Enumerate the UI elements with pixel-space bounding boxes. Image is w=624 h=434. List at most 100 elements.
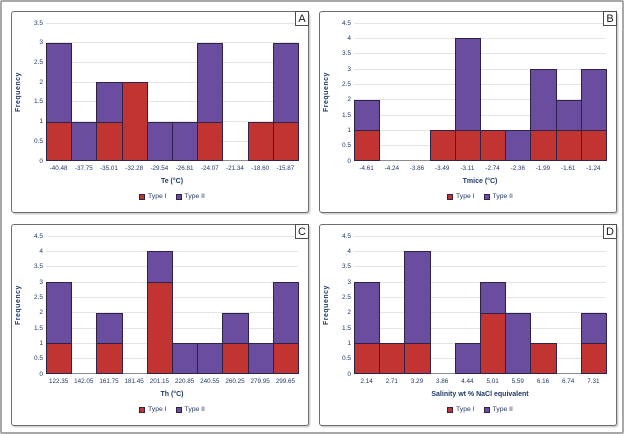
bar-type1 — [454, 130, 481, 161]
legend-item: Type I — [139, 193, 167, 200]
legend-marker-icon — [139, 406, 146, 413]
x-tick-label: 6.16 — [536, 378, 550, 385]
legend-item: Type II — [175, 406, 205, 413]
bar-type2 — [272, 282, 299, 345]
y-tick-label: 4 — [39, 247, 43, 255]
bar-type1 — [354, 130, 381, 161]
legend-label: Type II — [184, 406, 205, 413]
chart-panel-b: B Frequency 0 0.5 1 1.5 2 2.5 3 3.5 4 4.5 -4.61 -4.24… — [319, 11, 617, 213]
x-tick-label: -29.54 — [150, 165, 169, 172]
chart-panel-d: D Frequency 0 0.5 1 1.5 2 2.5 3 3.5 4 4.5 2.14 2.71 3.… — [319, 224, 617, 426]
y-tick-label: 4 — [347, 34, 351, 42]
x-tick-label: -3.86 — [409, 165, 425, 172]
y-tick-label: 2.5 — [341, 80, 351, 88]
plot-area — [46, 235, 299, 374]
y-tick-label: 1 — [39, 339, 43, 347]
x-tick-label: 122.35 — [48, 378, 69, 385]
y-tick-label: 3 — [347, 65, 351, 73]
bar-type1 — [272, 343, 299, 374]
panel-letter-label: C — [295, 224, 309, 239]
bar-type1 — [121, 82, 148, 161]
legend-label: Type II — [184, 193, 205, 200]
bar-type2 — [580, 312, 607, 345]
x-tick-label: 5.59 — [511, 378, 524, 385]
legend-label: Type I — [148, 193, 167, 200]
legend-marker-icon — [447, 193, 454, 200]
legend-marker-icon — [139, 193, 146, 200]
x-tick-label: -32.28 — [125, 165, 144, 172]
bar-type1 — [530, 343, 557, 374]
x-tick-label: 5.01 — [486, 378, 499, 385]
x-tick-label: -40.48 — [49, 165, 68, 172]
x-axis-title: Tmice (°C) — [462, 178, 498, 185]
x-tick-label: 220.85 — [174, 378, 195, 385]
bar-type1 — [96, 121, 123, 161]
legend: Type I Type II — [46, 406, 298, 413]
y-tick-label: 2.5 — [341, 293, 351, 301]
x-tick-label: 299.65 — [275, 378, 296, 385]
y-tick-label: 2 — [39, 78, 43, 86]
y-tick-label: 4 — [347, 247, 351, 255]
legend-item: Type I — [447, 406, 475, 413]
y-tick-label: 1 — [39, 118, 43, 126]
x-axis-title: Salinity wt % NaCl equivalent — [431, 391, 529, 398]
x-tick-label: -3.49 — [435, 165, 450, 172]
legend: Type I Type II — [354, 406, 606, 413]
bar-type1 — [96, 343, 123, 374]
x-tick-label: -1.99 — [535, 165, 551, 172]
y-tick-label: 2.5 — [33, 58, 43, 66]
bar-type1 — [247, 121, 274, 161]
y-gridline — [354, 250, 606, 252]
y-tick-label: 2 — [347, 309, 351, 317]
y-tick-label: 0 — [347, 370, 351, 378]
legend-item: Type II — [175, 193, 205, 200]
x-tick-label: 7.31 — [587, 378, 600, 385]
bar-type1 — [46, 343, 73, 374]
x-tick-label: 161.75 — [99, 378, 119, 385]
bar-type1 — [222, 343, 249, 374]
legend-item: Type II — [483, 193, 513, 200]
x-tick-label: -2.36 — [510, 165, 525, 172]
y-gridline — [46, 22, 298, 24]
y-axis-title: Frequency — [323, 285, 330, 325]
legend-marker-icon — [483, 193, 490, 200]
y-tick-label: 3.5 — [341, 263, 351, 271]
x-tick-label: 240.55 — [200, 378, 220, 385]
bar-type2 — [172, 343, 199, 374]
x-tick-label: -35.01 — [100, 165, 118, 172]
y-gridline — [46, 42, 298, 44]
panel-letter-label: B — [603, 11, 617, 26]
x-tick-label: 3.86 — [436, 378, 449, 385]
y-gridline — [354, 266, 606, 268]
bar-type2 — [146, 121, 173, 161]
bar-type1 — [272, 121, 299, 161]
chart-panel-a: A Frequency 0 0.5 1 1.5 2 2.5 3 3.5 -40.48 -37.75 -3… — [11, 11, 309, 213]
y-tick-label: 1.5 — [341, 324, 351, 332]
bar-type2 — [555, 99, 582, 132]
y-tick-label: 2 — [347, 96, 351, 104]
y-gridline — [46, 61, 298, 63]
x-tick-label: 4.44 — [461, 378, 474, 385]
bar-type1 — [197, 121, 224, 161]
x-tick-label: 279.95 — [250, 378, 270, 385]
legend-label: Type II — [492, 193, 513, 200]
x-tick-label: 2.14 — [360, 378, 373, 385]
legend: Type I Type II — [354, 193, 606, 200]
y-tick-label: 0.5 — [341, 355, 351, 363]
bar-type2 — [404, 251, 431, 345]
bar-type2 — [96, 82, 123, 123]
x-tick-label: 2.71 — [385, 378, 398, 385]
bar-type2 — [454, 38, 481, 132]
bar-type2 — [505, 312, 532, 374]
y-tick-label: 3 — [39, 39, 43, 47]
y-tick-label: 4.5 — [341, 232, 351, 240]
y-gridline — [354, 235, 606, 237]
y-gridline — [46, 235, 298, 237]
x-tick-label: -37.75 — [74, 165, 93, 172]
legend-marker-icon — [175, 406, 182, 413]
plot-area — [354, 22, 607, 161]
panel-letter-label: A — [295, 11, 309, 26]
bar-type2 — [454, 343, 481, 374]
legend-item: Type I — [139, 406, 167, 413]
bar-type1 — [580, 130, 607, 161]
